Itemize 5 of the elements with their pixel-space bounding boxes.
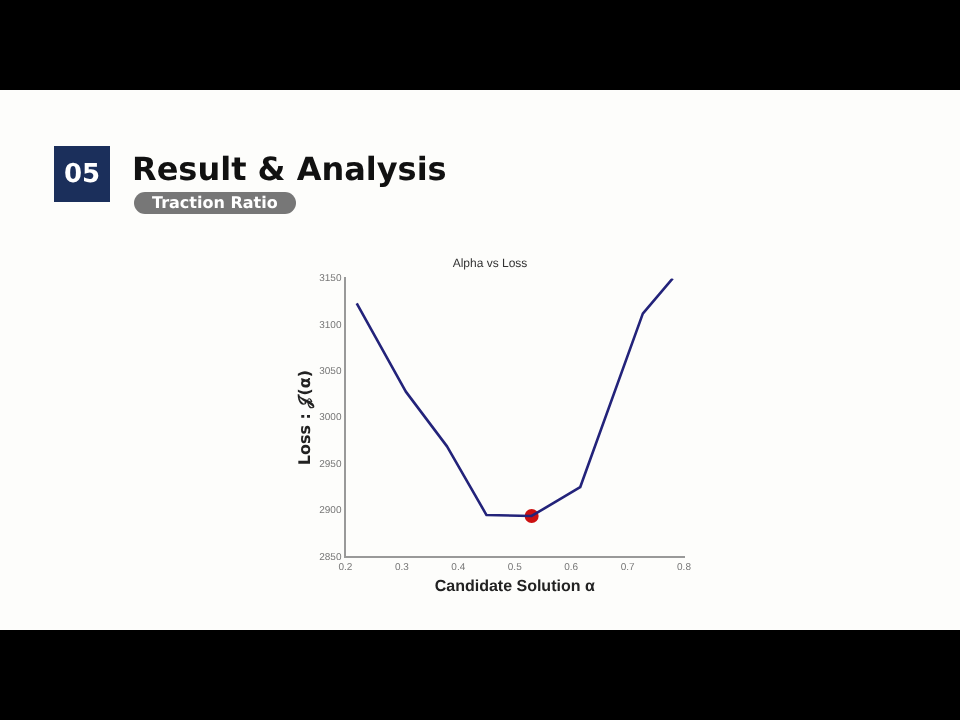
text: Result & Analysis xyxy=(132,150,447,188)
y-axis-title: Loss : 𝒥(α) xyxy=(295,369,316,466)
text: 05 xyxy=(54,146,110,202)
text: Traction Ratio xyxy=(134,192,296,214)
x-axis-title: Candidate Solution α xyxy=(434,576,595,595)
